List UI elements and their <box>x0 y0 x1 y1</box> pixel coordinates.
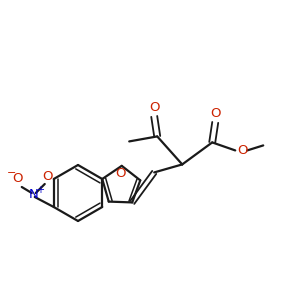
Text: O: O <box>149 101 160 114</box>
Text: O: O <box>13 172 23 185</box>
Text: O: O <box>210 107 220 120</box>
Text: N: N <box>29 188 39 202</box>
Text: O: O <box>43 169 53 182</box>
Text: +: + <box>36 185 44 195</box>
Text: O: O <box>237 144 247 157</box>
Text: O: O <box>116 167 126 180</box>
Text: −: − <box>7 168 16 178</box>
